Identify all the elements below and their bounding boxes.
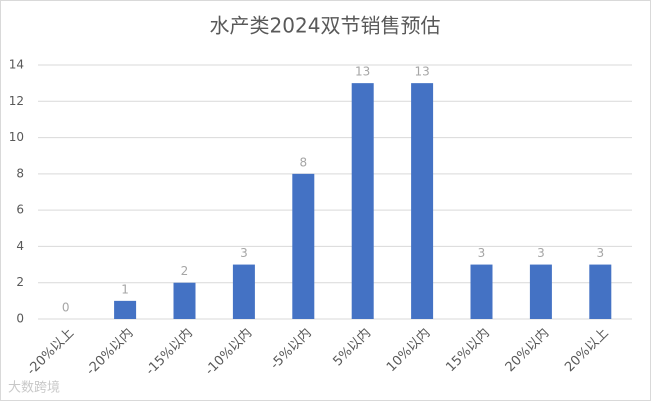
watermark: 大数跨境 (8, 381, 60, 396)
data-label: 8 (299, 155, 307, 169)
data-label: 1 (121, 282, 129, 296)
y-tick-label: 6 (16, 203, 24, 217)
data-label: 3 (478, 246, 486, 260)
data-label: 3 (240, 246, 248, 260)
y-tick-label: 8 (16, 166, 24, 180)
y-tick-label: 12 (9, 94, 24, 108)
data-label: 13 (355, 65, 370, 79)
y-tick-label: 2 (16, 275, 24, 289)
bar (529, 264, 552, 319)
bar (173, 282, 196, 319)
bar (351, 83, 374, 320)
bar (470, 264, 493, 319)
data-label: 0 (62, 301, 70, 315)
data-label: 13 (414, 65, 429, 79)
bar (114, 300, 137, 319)
bar (232, 264, 255, 319)
data-label: 3 (596, 246, 604, 260)
data-label: 2 (181, 264, 189, 278)
bar (589, 264, 612, 319)
bar (292, 173, 315, 319)
chart-title: 水产类2024双节销售预估 (210, 14, 441, 38)
y-tick-label: 0 (16, 312, 24, 326)
y-tick-label: 14 (9, 58, 24, 72)
y-tick-label: 4 (16, 239, 24, 253)
bar (411, 83, 434, 320)
y-tick-label: 10 (9, 130, 24, 144)
data-label: 3 (537, 246, 545, 260)
